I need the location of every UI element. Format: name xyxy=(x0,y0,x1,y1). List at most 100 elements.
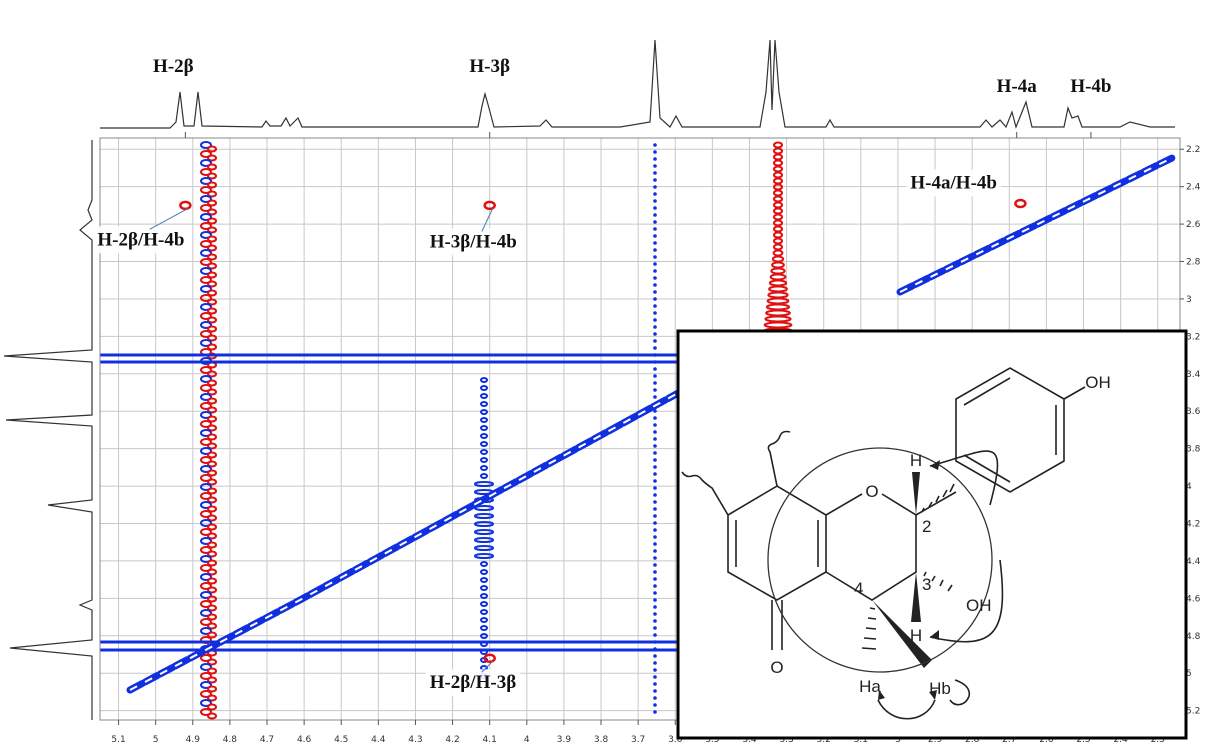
contour xyxy=(207,667,217,675)
contour xyxy=(207,325,217,333)
y-tick-label: 3.4 xyxy=(1186,370,1201,380)
contour xyxy=(207,190,217,198)
contour xyxy=(200,168,212,176)
contour xyxy=(474,537,494,543)
contour xyxy=(200,339,212,347)
contour xyxy=(653,605,657,609)
contour xyxy=(200,672,212,680)
contour xyxy=(200,159,212,167)
contour xyxy=(474,553,494,559)
cross-peak xyxy=(483,200,496,211)
contour xyxy=(653,304,657,308)
y-tick-label: 4.6 xyxy=(1186,594,1201,604)
contour xyxy=(200,708,212,716)
y-tick-label: 4 xyxy=(1186,482,1192,492)
contour xyxy=(207,343,217,351)
contour xyxy=(200,537,212,545)
bond xyxy=(825,493,863,516)
contour xyxy=(200,303,212,311)
x-tick-label: 4.9 xyxy=(186,735,201,745)
contour xyxy=(653,682,657,686)
contour xyxy=(200,600,212,608)
diagonal xyxy=(129,157,1173,691)
contour xyxy=(200,456,212,464)
contour xyxy=(653,626,657,630)
contour xyxy=(653,507,657,511)
x-tick-label: 5 xyxy=(153,735,159,745)
label-2: 2 xyxy=(922,517,931,536)
y-tick-label: 2.2 xyxy=(1186,145,1200,155)
contour xyxy=(480,441,488,447)
y-tick-label: 2.4 xyxy=(1186,183,1201,193)
contour xyxy=(653,150,657,154)
contour xyxy=(653,185,657,189)
contour xyxy=(200,582,212,590)
contour xyxy=(207,217,217,225)
x-tick-label: 2.5 xyxy=(1076,735,1090,745)
cross-peak-labels: H-2β/H-4b H-3β/H-4b H-2β/H-3β H-4a/H-4b xyxy=(93,169,1001,697)
x-tick-label: 3.2 xyxy=(817,735,831,745)
label-ha: Ha xyxy=(859,677,881,696)
contour xyxy=(200,609,212,617)
noe-arrow xyxy=(949,679,970,706)
peak-label: H-4a xyxy=(997,76,1038,97)
contour xyxy=(653,528,657,532)
contour xyxy=(200,483,212,491)
contour xyxy=(200,186,212,194)
contour xyxy=(480,569,488,575)
contour xyxy=(200,429,212,437)
contour xyxy=(653,143,657,147)
y-tick-label: 4.4 xyxy=(1186,557,1201,567)
contour xyxy=(653,675,657,679)
contour xyxy=(207,145,217,153)
axes: 5.1 5 4.9 4.8 4.7 4.6 4.5 4.4 4.3 4.2 4.1 4 3.9 3.8 3.… xyxy=(111,145,1200,745)
peak-label: H-3β xyxy=(469,56,510,77)
contour xyxy=(653,255,657,259)
contour xyxy=(653,612,657,616)
contour xyxy=(200,177,212,185)
contour xyxy=(207,496,217,504)
contour xyxy=(653,171,657,175)
contour xyxy=(653,668,657,672)
contour xyxy=(207,334,217,342)
contour xyxy=(480,401,488,407)
contour xyxy=(200,276,212,284)
contour xyxy=(207,442,217,450)
contour xyxy=(653,479,657,483)
label-o: O xyxy=(865,482,878,501)
x-tick-label: 3.7 xyxy=(631,735,645,745)
y-tick-label: 3.8 xyxy=(1186,445,1201,455)
label-h: H xyxy=(910,626,922,645)
contour xyxy=(200,393,212,401)
contour xyxy=(653,248,657,252)
wavy-bond xyxy=(681,471,729,516)
x-tick-label: 2.9 xyxy=(928,735,943,745)
contour xyxy=(480,473,488,479)
cross-peak-label: H-2β/H-3β xyxy=(430,672,517,693)
contour xyxy=(653,584,657,588)
contour xyxy=(207,595,217,603)
x-tick-label: 2.3 xyxy=(1151,735,1165,745)
contour xyxy=(653,339,657,343)
contour xyxy=(653,535,657,539)
contour xyxy=(207,685,217,693)
contour xyxy=(200,267,212,275)
cross-peak-label: H-4a/H-4b xyxy=(910,172,997,193)
contour xyxy=(200,222,212,230)
x-tick-label: 4.7 xyxy=(260,735,274,745)
contour xyxy=(200,510,212,518)
contour xyxy=(653,199,657,203)
bond xyxy=(1063,386,1086,400)
contour xyxy=(207,406,217,414)
contour xyxy=(207,622,217,630)
contour xyxy=(207,226,217,234)
contour xyxy=(653,241,657,245)
contour xyxy=(200,654,212,662)
contour xyxy=(480,465,488,471)
contour xyxy=(653,409,657,413)
contour xyxy=(474,513,494,519)
contour xyxy=(200,447,212,455)
contour xyxy=(207,379,217,387)
contour xyxy=(480,593,488,599)
x-tick-label: 4.1 xyxy=(483,735,497,745)
